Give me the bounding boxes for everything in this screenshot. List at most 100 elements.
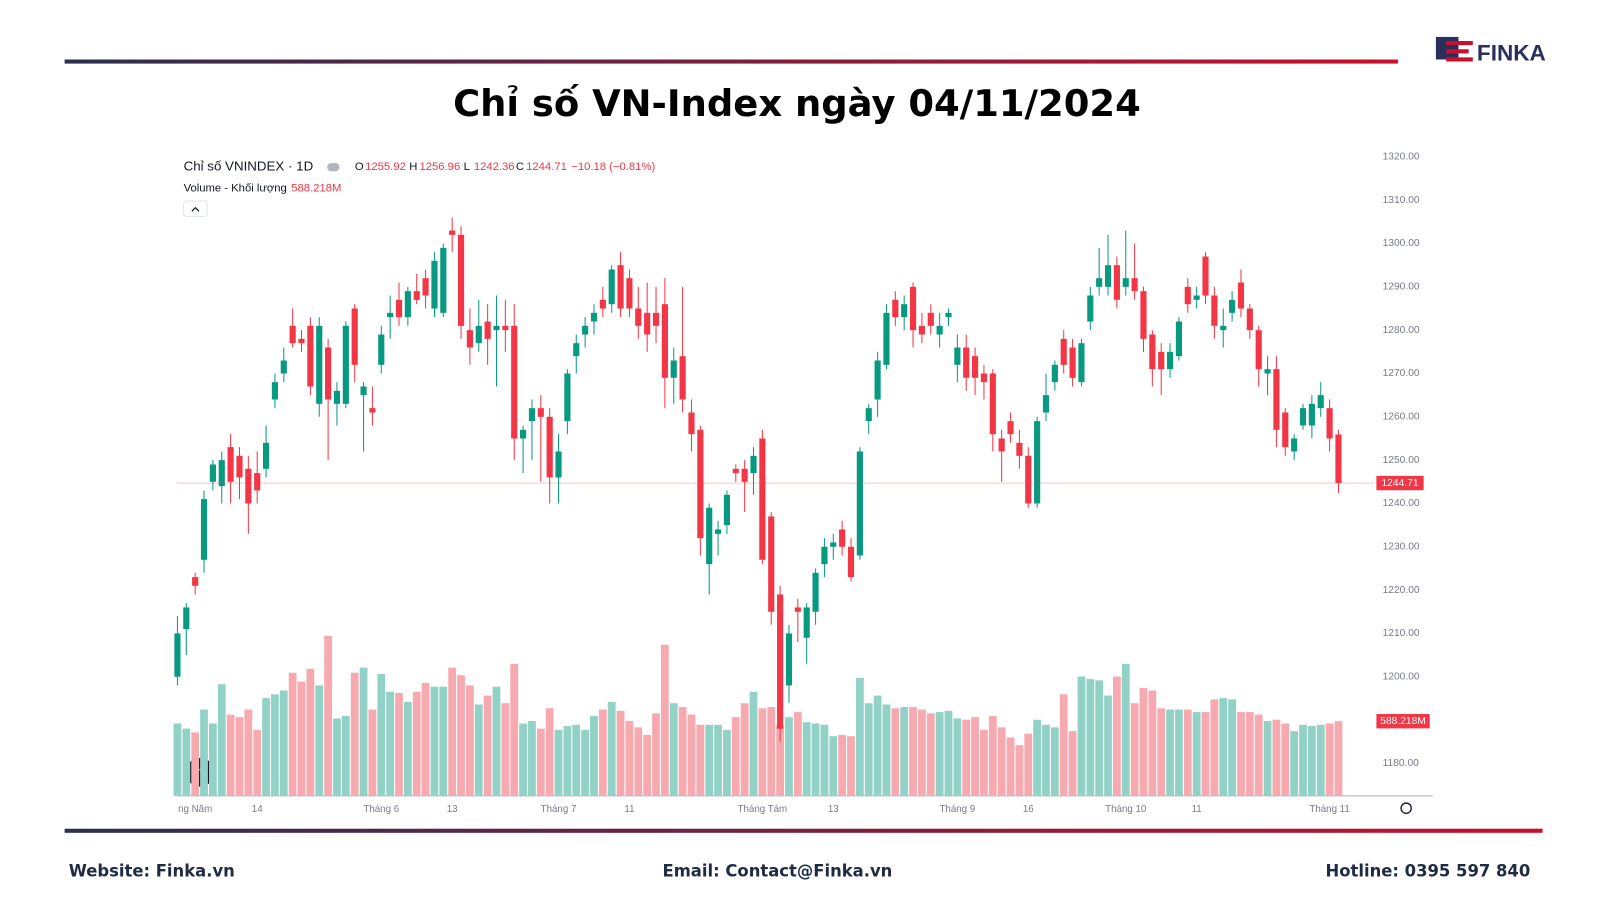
volume-bar — [687, 714, 696, 796]
volume-bar — [847, 736, 855, 796]
volume-bar — [1166, 709, 1174, 796]
bottom-rule — [64, 828, 1543, 833]
candle-body — [635, 308, 642, 326]
candle-body — [183, 607, 190, 630]
candle-body — [174, 633, 181, 677]
chart: Chỉ số VNINDEX · 1D Volume - Khối lượng … — [173, 152, 1433, 815]
volume-bar — [723, 729, 731, 796]
candle-body — [200, 499, 208, 560]
volume-bar — [554, 729, 563, 796]
candle-body — [1149, 334, 1156, 370]
settings-icon[interactable] — [1400, 802, 1412, 814]
volume-bar — [1112, 676, 1121, 796]
volume-bar — [395, 693, 403, 796]
y-tick-label: 1180.00 — [1383, 758, 1420, 769]
volume-bar — [341, 715, 350, 796]
candle-body — [626, 278, 633, 309]
candle-body — [325, 347, 332, 400]
candle-body — [546, 416, 553, 478]
volume-bar — [873, 695, 882, 796]
volume-bar — [208, 723, 217, 796]
volume-bar — [262, 698, 270, 796]
volume-bar — [1228, 699, 1237, 796]
volume-bar — [474, 704, 483, 796]
candle-body — [1007, 421, 1014, 435]
x-tick-label: Tháng Tám — [738, 804, 788, 815]
volume-bar — [368, 709, 377, 796]
volume-bar — [802, 722, 811, 796]
volume-bar — [200, 709, 208, 796]
legend-toggle[interactable] — [327, 163, 340, 172]
candle-body — [493, 325, 500, 331]
volume-bar — [891, 708, 900, 796]
slide-title: Chỉ số VN-Index ngày 04/11/2024 — [453, 82, 1141, 125]
volume-bar — [1192, 712, 1201, 796]
volume-bar — [926, 713, 935, 796]
candle-body — [218, 460, 225, 487]
candle-body — [1087, 295, 1094, 322]
candle-body — [697, 429, 704, 539]
candle-body — [502, 325, 509, 331]
candle-body — [1184, 286, 1191, 305]
candle-body — [821, 546, 828, 565]
candle-body — [316, 325, 323, 404]
volume-bar — [1033, 719, 1042, 796]
volume-bar — [182, 728, 191, 796]
volume-bar — [1050, 727, 1059, 796]
candle-body — [1025, 455, 1032, 504]
candle-body — [404, 291, 411, 318]
volume-bar — [652, 713, 660, 796]
volume-bar — [1263, 720, 1272, 796]
candle-body — [1140, 291, 1147, 339]
candle-body — [777, 594, 784, 729]
candle-body — [918, 325, 925, 335]
volume-bar — [1059, 694, 1068, 796]
x-tick-label: 11 — [1192, 804, 1202, 815]
candle-body — [520, 429, 527, 439]
volume-bar — [1201, 712, 1210, 796]
volume-bar — [1148, 690, 1157, 796]
volume-bar — [253, 729, 262, 796]
volume-bar — [1086, 679, 1095, 796]
volume-bar — [271, 694, 279, 796]
volume-bar — [953, 718, 962, 796]
volume-bar — [1334, 721, 1343, 796]
y-tick-label: 1250.00 — [1383, 455, 1420, 466]
volume-bar — [306, 668, 315, 796]
candle-body — [387, 312, 394, 318]
candle-body — [741, 468, 748, 482]
candle-body — [564, 373, 571, 422]
volume-bar — [217, 684, 226, 796]
candle-body — [883, 312, 890, 365]
candle-body — [1051, 364, 1058, 383]
volume-bar — [448, 667, 457, 796]
ohlc-letter: O — [355, 161, 364, 173]
candle-body — [590, 312, 598, 322]
y-tick-label: 1260.00 — [1383, 412, 1420, 423]
last-price-label: 1244.71 — [1381, 478, 1418, 489]
candle-body — [759, 438, 766, 560]
collapse-icon — [191, 206, 200, 212]
volume-bar — [421, 682, 430, 796]
volume-bar — [377, 673, 386, 796]
volume-bar — [1290, 731, 1299, 796]
volume-bar — [820, 724, 829, 796]
volume-bar — [1281, 723, 1290, 796]
candle-body — [484, 321, 491, 339]
candle-body — [714, 529, 722, 534]
candle-body — [856, 451, 863, 556]
candle-body — [1211, 295, 1218, 326]
volume-bar — [1015, 745, 1024, 796]
volume-title: Volume - Khối lượng — [184, 183, 287, 195]
candle-body — [227, 447, 234, 482]
volume-bar — [740, 703, 749, 796]
candle-body — [351, 308, 358, 365]
volume-bar — [758, 708, 767, 796]
volume-bar — [1139, 687, 1148, 796]
volume-bar — [864, 703, 873, 796]
candle-body — [440, 247, 447, 313]
volume-bar — [1219, 698, 1228, 796]
volume-bar — [590, 715, 598, 796]
collapse-button[interactable] — [183, 200, 208, 217]
candle-body — [652, 312, 660, 326]
